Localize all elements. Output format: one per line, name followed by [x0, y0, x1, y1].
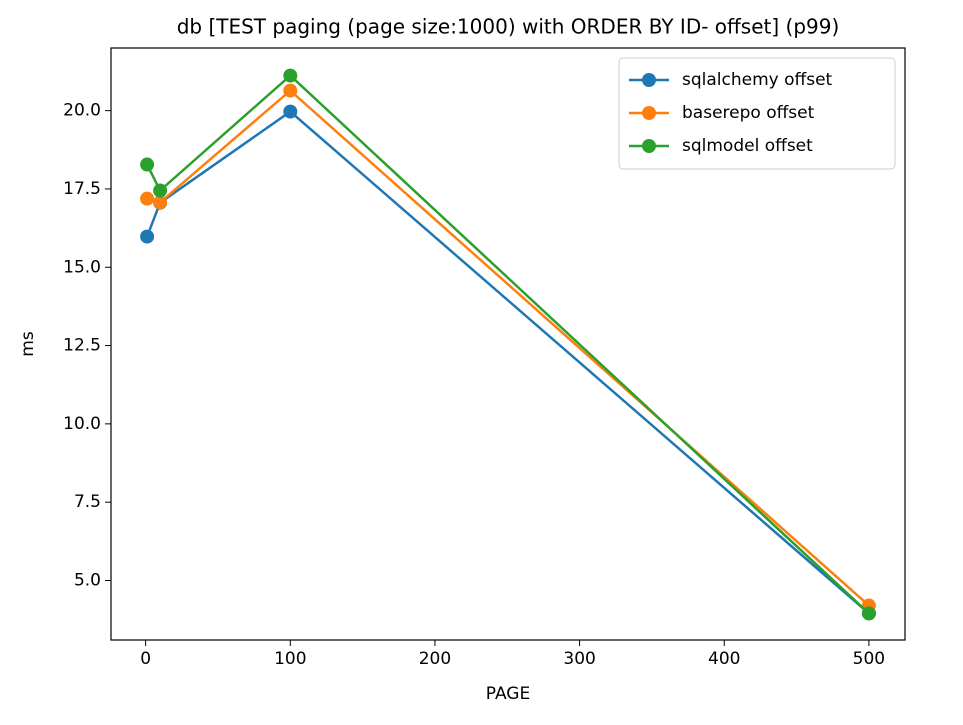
- point: [283, 104, 298, 119]
- point: [140, 157, 155, 172]
- point: [283, 83, 298, 98]
- legend-label: sqlmodel offset: [682, 136, 813, 156]
- x-tick-label: 400: [708, 649, 740, 669]
- x-axis-label: PAGE: [486, 684, 530, 704]
- legend-box: [618, 57, 896, 170]
- legend-label: sqlalchemy offset: [682, 70, 833, 90]
- point: [140, 229, 155, 244]
- series-line: [145, 73, 870, 615]
- y-axis-label: ms: [18, 331, 38, 357]
- point: [140, 191, 155, 206]
- plot-frame: [110, 47, 906, 641]
- y-tick-label: 7.5: [74, 492, 101, 512]
- legend-label: baserepo offset: [682, 103, 815, 123]
- y-tick-label: 20.0: [63, 101, 101, 121]
- legend-marker: [642, 106, 656, 120]
- y-tick-label: 10.0: [63, 414, 101, 434]
- point: [153, 195, 168, 210]
- y-tick-label: 5.0: [74, 570, 101, 590]
- x-tick-label: 200: [419, 649, 451, 669]
- y-tick-label: 15.0: [63, 257, 101, 277]
- x-tick-label: 500: [853, 649, 885, 669]
- x-tick-label: 0: [140, 649, 151, 669]
- y-tick-label: 17.5: [63, 179, 101, 199]
- x-tick-label: 100: [274, 649, 306, 669]
- series-line: [145, 110, 870, 615]
- point: [283, 68, 298, 83]
- point: [861, 606, 876, 621]
- legend-marker: [642, 139, 656, 153]
- y-tick-label: 12.5: [63, 336, 101, 356]
- x-tick-label: 300: [563, 649, 595, 669]
- legend-marker: [642, 73, 656, 87]
- chart-title: db [TEST paging (page size:1000) with OR…: [177, 15, 840, 39]
- point: [153, 183, 168, 198]
